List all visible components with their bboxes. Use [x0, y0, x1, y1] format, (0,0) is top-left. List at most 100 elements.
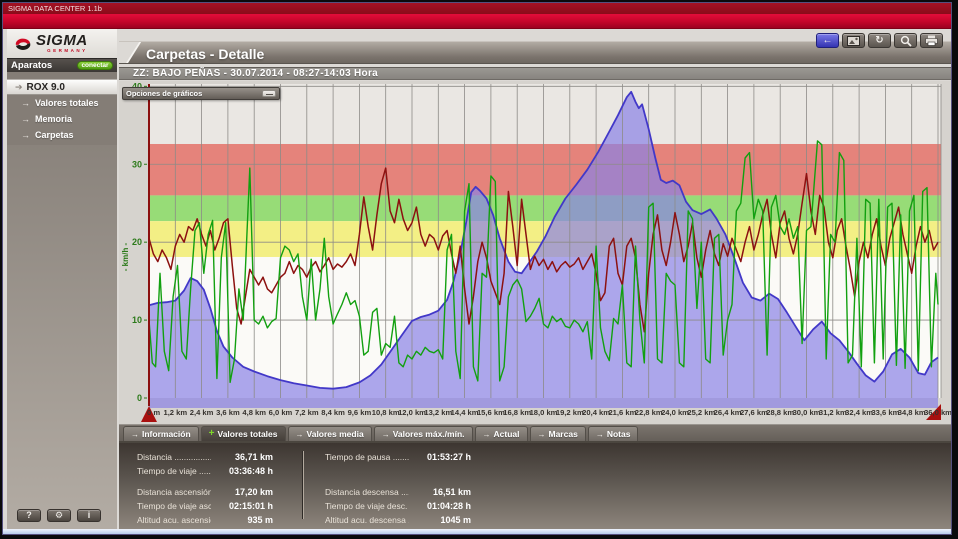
svg-text:10: 10: [132, 315, 142, 325]
connect-button[interactable]: conectar: [77, 61, 113, 70]
stat-label: Tiempo de viaje asc. ........: [137, 501, 211, 511]
svg-text:10,8 km: 10,8 km: [372, 408, 400, 417]
stat-value: 17,20 km: [234, 487, 273, 497]
detail-tabbar: → Información + Valores totales → Valores m…: [119, 425, 951, 443]
svg-text:0 m: 0 m: [147, 408, 160, 417]
svg-text:0: 0: [137, 393, 142, 403]
svg-text:30: 30: [132, 159, 142, 169]
svg-text:4,8 km: 4,8 km: [242, 408, 266, 417]
minimize-button[interactable]: [262, 90, 276, 97]
svg-text:7,2 km: 7,2 km: [295, 408, 319, 417]
svg-text:34,8 km: 34,8 km: [898, 408, 926, 417]
tab-arrow-icon: →: [381, 429, 390, 439]
svg-text:6,0 km: 6,0 km: [269, 408, 293, 417]
svg-text:12,0 km: 12,0 km: [398, 408, 426, 417]
settings-button[interactable]: ⚙: [47, 509, 71, 522]
tab-arrow-icon: →: [595, 429, 604, 439]
svg-text:19,2 km: 19,2 km: [556, 408, 584, 417]
tab-marcas[interactable]: → Marcas: [529, 426, 586, 441]
stat-row: Distancia ........................ 36,71 …: [137, 451, 273, 463]
tab-valores-totales[interactable]: + Valores totales: [200, 426, 286, 441]
svg-text:- km/h -: - km/h -: [121, 242, 130, 271]
window-title: SIGMA DATA CENTER 1.1b: [8, 4, 102, 13]
svg-text:32,4 km: 32,4 km: [845, 408, 873, 417]
totals-panel: Distancia ........................ 36,71 …: [119, 443, 951, 529]
svg-text:21,6 km: 21,6 km: [608, 408, 636, 417]
app-body: SIGMA GERMANY Aparatos conectar ➔ ROX 9.…: [3, 29, 951, 529]
stat-label: Altitud acu. ascensión ......: [137, 515, 211, 525]
tab-notas[interactable]: → Notas: [587, 426, 639, 441]
svg-text:33,6 km: 33,6 km: [871, 408, 899, 417]
sidebar-item-memoria[interactable]: → Memoria: [7, 111, 117, 127]
svg-text:40: 40: [132, 82, 142, 91]
tab-valores-max-min[interactable]: → Valores máx./mín.: [373, 426, 473, 441]
tab-arrow-icon: →: [295, 429, 304, 439]
stat-value: 03:36:48 h: [228, 466, 273, 476]
stat-value: 1045 m: [440, 515, 471, 525]
svg-text:8,4 km: 8,4 km: [321, 408, 345, 417]
ride-title: ZZ: BAJO PEÑAS - 30.07.2014 - 08:27-14:0…: [133, 68, 379, 79]
svg-text:25,2 km: 25,2 km: [687, 408, 715, 417]
stat-value: 02:15:01 h: [228, 501, 273, 511]
tab-arrow-icon: →: [482, 429, 491, 439]
title-bar: SIGMA DATA CENTER 1.1b: [3, 3, 951, 14]
stat-label: Altitud acu. descensa ......: [325, 515, 409, 525]
sidebar-item-valores-totales[interactable]: → Valores totales: [7, 95, 117, 111]
svg-text:9,6 km: 9,6 km: [348, 408, 372, 417]
svg-text:31,2 km: 31,2 km: [819, 408, 847, 417]
stat-value: 16,51 km: [432, 487, 471, 497]
sidebar-item-label: Valores totales: [35, 98, 99, 108]
sidebar-header: Aparatos conectar: [7, 58, 117, 72]
device-label: ROX 9.0: [26, 81, 65, 93]
column-divider: [303, 451, 304, 519]
tab-valores-media[interactable]: → Valores media: [287, 426, 372, 441]
tab-label: Información: [142, 429, 191, 439]
sidebar: SIGMA GERMANY Aparatos conectar ➔ ROX 9.…: [7, 29, 117, 529]
tab-arrow-icon: →: [537, 429, 546, 439]
zoom-button[interactable]: [894, 33, 917, 48]
svg-text:20,4 km: 20,4 km: [582, 408, 610, 417]
svg-text:16,8 km: 16,8 km: [503, 408, 531, 417]
tab-label: Valores máx./mín.: [392, 429, 465, 439]
svg-text:15,6 km: 15,6 km: [477, 408, 505, 417]
sidebar-item-rox[interactable]: ➔ ROX 9.0: [7, 79, 117, 95]
tab-informacion[interactable]: → Información: [123, 426, 199, 441]
svg-text:26,4 km: 26,4 km: [714, 408, 742, 417]
svg-text:22,8 km: 22,8 km: [635, 408, 663, 417]
stat-value: 36,71 km: [234, 452, 273, 462]
sidebar-item-label: Carpetas: [35, 130, 74, 140]
activity-chart[interactable]: 0 m 1,2 km 2,4 km 3,6 km 4,8 km 6,0 km 7,2 km 8…: [119, 82, 951, 425]
brand-red-band: [3, 14, 951, 29]
sidebar-item-carpetas[interactable]: → Carpetas: [7, 127, 117, 143]
stat-label: Tiempo de pausa .............: [325, 452, 409, 462]
print-button[interactable]: [920, 33, 943, 48]
arrow-icon: →: [21, 130, 30, 140]
sidebar-item-label: Memoria: [35, 114, 73, 124]
tab-label: Actual: [493, 429, 520, 439]
back-button[interactable]: ←: [816, 33, 839, 48]
help-button[interactable]: ?: [17, 509, 41, 522]
svg-text:28,8 km: 28,8 km: [766, 408, 794, 417]
stat-value: 935 m: [247, 515, 273, 525]
image-export-button[interactable]: [842, 33, 865, 48]
device-arrow-icon: ➔: [15, 81, 23, 92]
sync-button[interactable]: ↻: [868, 33, 891, 48]
svg-text:20: 20: [132, 237, 142, 247]
tab-actual[interactable]: → Actual: [474, 426, 528, 441]
stat-value: 01:04:28 h: [426, 501, 471, 511]
svg-text:13,2 km: 13,2 km: [424, 408, 452, 417]
logo-subtext: GERMANY: [47, 48, 88, 54]
chart-options-bar[interactable]: Opciones de gráficos: [122, 87, 280, 100]
svg-text:2,4 km: 2,4 km: [190, 408, 214, 417]
main-content: Carpetas - Detalle ← ↻: [119, 29, 951, 529]
logo-text: SIGMA: [36, 32, 88, 50]
sidebar-footer: ? ⚙ i: [17, 509, 101, 522]
sidebar-items: → Valores totales → Memoria → Carpetas: [7, 95, 117, 143]
svg-text:27,6 km: 27,6 km: [740, 408, 768, 417]
info-button[interactable]: i: [77, 509, 101, 522]
chart-panel[interactable]: 0 m 1,2 km 2,4 km 3,6 km 4,8 km 6,0 km 7,2 km 8…: [119, 81, 951, 425]
stat-row: Altitud acu. descensa ...... 1045 m: [325, 514, 471, 526]
tab-label: Marcas: [548, 429, 578, 439]
svg-text:24,0 km: 24,0 km: [661, 408, 689, 417]
